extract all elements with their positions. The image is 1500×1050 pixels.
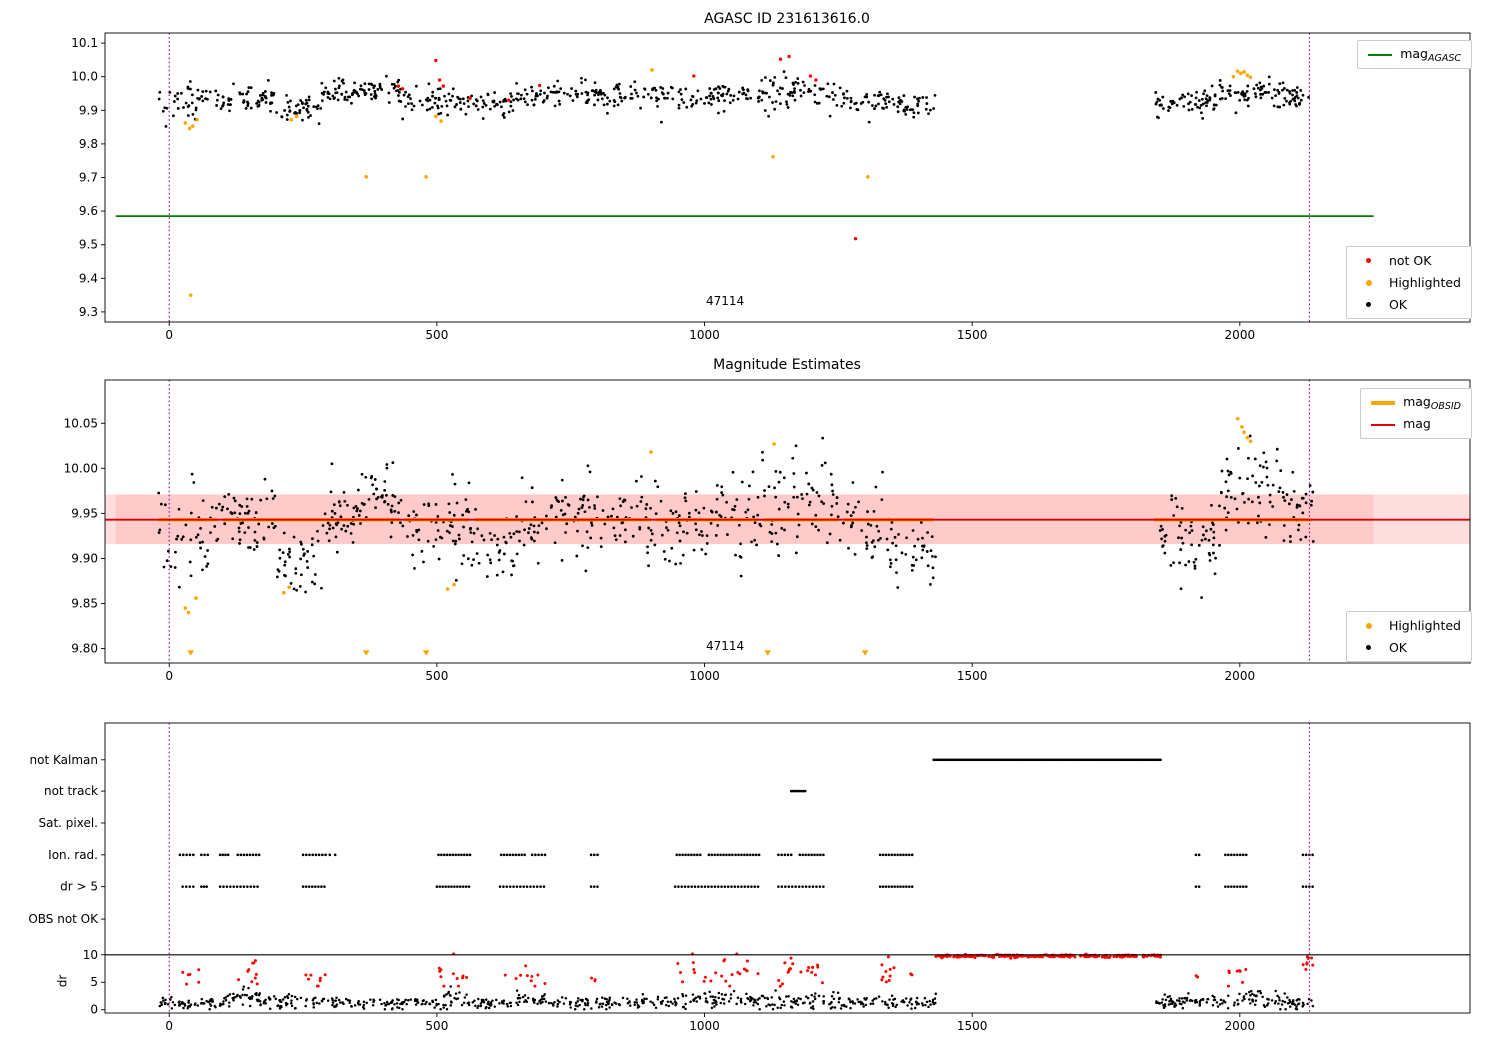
svg-text:0: 0 [165,669,173,683]
svg-text:2000: 2000 [1225,328,1256,342]
legend-entry-highlighted-mid: Highlighted [1357,617,1461,634]
legend-entry-mag-obsid: magOBSID [1371,393,1461,412]
legend-mag-agasc: magAGASC [1357,40,1472,69]
legend-entry-mag: mag [1371,416,1461,433]
svg-text:9.85: 9.85 [71,597,98,611]
highlighted-marker-swatch-mid [1357,622,1381,629]
legend-label-mag-agasc: magAGASC [1400,45,1461,64]
svg-text:10.1: 10.1 [71,36,98,50]
mag-agasc-line-swatch [1368,53,1393,56]
svg-text:1000: 1000 [689,669,720,683]
middle-plot-title: Magnitude Estimates [713,357,861,373]
svg-text:9.6: 9.6 [79,204,98,218]
svg-text:9.80: 9.80 [71,642,98,656]
legend-mid-lines: magOBSID mag [1360,388,1472,439]
legend-label-ok: OK [1388,297,1407,312]
svg-text:9.4: 9.4 [79,271,98,285]
svg-text:5: 5 [90,975,98,989]
obsid-annotation-middle: 47114 [706,639,745,653]
obsid-annotation-top: 47114 [706,294,745,308]
red-line-icon [1371,423,1396,426]
svg-text:10: 10 [83,948,98,962]
svg-text:500: 500 [425,328,448,342]
svg-text:9.90: 9.90 [71,551,98,565]
legend-entry-ok-mid: OK [1357,639,1461,656]
black-dot-icon [1366,302,1372,307]
svg-text:1500: 1500 [957,328,988,342]
dr-axis-label: dr [55,974,70,988]
mag-line-swatch [1371,423,1396,426]
svg-text:9.5: 9.5 [79,238,98,252]
not-ok-marker-swatch [1357,258,1381,263]
svg-text:9.7: 9.7 [79,171,98,185]
svg-text:Ion. rad.: Ion. rad. [48,848,98,862]
legend-label-not-ok: not OK [1388,253,1432,268]
svg-text:dr > 5: dr > 5 [60,880,98,894]
legend-entry-highlighted: Highlighted [1357,274,1461,291]
svg-text:9.8: 9.8 [79,137,98,151]
highlighted-marker-swatch [1357,279,1381,286]
svg-text:10.0: 10.0 [71,70,98,84]
red-dot-icon [1366,258,1372,263]
svg-text:9.9: 9.9 [79,103,98,117]
svg-text:0: 0 [165,328,173,342]
svg-text:1500: 1500 [957,1019,988,1033]
svg-text:OBS not OK: OBS not OK [28,912,99,926]
svg-text:not Kalman: not Kalman [30,753,98,767]
svg-text:2000: 2000 [1225,669,1256,683]
svg-text:1000: 1000 [689,328,720,342]
svg-text:500: 500 [425,1019,448,1033]
orange-dot-icon [1365,279,1372,286]
svg-text:Sat. pixel.: Sat. pixel. [38,816,98,830]
legend-entry-mag-agasc: magAGASC [1368,45,1461,64]
svg-text:not track: not track [44,784,98,798]
svg-text:2000: 2000 [1225,1019,1256,1033]
legend-top-markers: not OK Highlighted OK [1345,246,1472,319]
legend-label-highlighted-mid: Highlighted [1388,618,1461,633]
svg-text:1000: 1000 [689,1019,720,1033]
ok-marker-swatch-mid [1357,645,1381,650]
top-plot-title: AGASC ID 231613616.0 [704,11,870,27]
svg-text:500: 500 [425,669,448,683]
legend-label-highlighted: Highlighted [1388,275,1461,290]
svg-text:9.95: 9.95 [71,506,98,520]
legend-mid-markers: Highlighted OK [1345,611,1472,662]
svg-text:10.00: 10.00 [64,461,98,475]
svg-text:9.3: 9.3 [79,305,98,319]
legend-entry-not-ok: not OK [1357,252,1461,269]
orange-dot-icon [1365,622,1372,629]
svg-text:1500: 1500 [957,669,988,683]
svg-text:10.05: 10.05 [64,416,98,430]
legend-entry-ok: OK [1357,296,1461,313]
svg-text:0: 0 [90,1003,98,1017]
svg-text:0: 0 [165,1019,173,1033]
mag-obsid-line-swatch [1371,400,1396,405]
ok-marker-swatch [1357,302,1381,307]
legend-label-ok-mid: OK [1388,640,1407,655]
legend-label-mag-obsid: magOBSID [1403,393,1461,412]
legend-label-mag: mag [1403,415,1431,431]
green-line-icon [1368,53,1393,56]
orange-line-icon [1371,400,1396,405]
black-dot-icon [1366,645,1372,650]
